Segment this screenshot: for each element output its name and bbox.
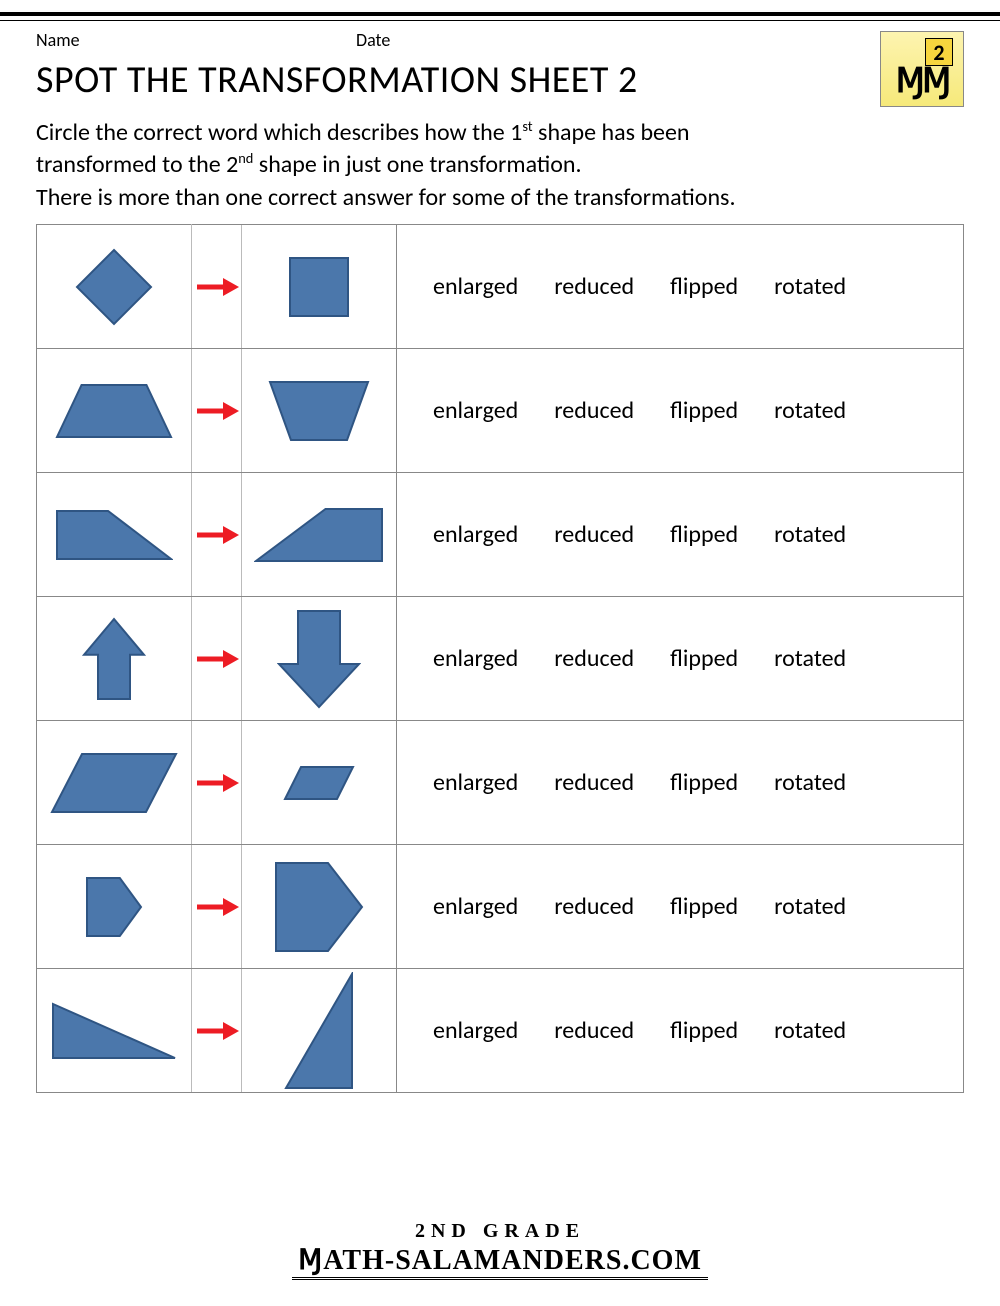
page-title: SPOT THE TRANSFORMATION SHEET 2 (36, 57, 638, 103)
instr-line1a: Circle the correct word which describes … (36, 118, 522, 147)
answer-option[interactable]: enlarged (433, 644, 518, 673)
table-row: enlarged reduced flipped rotated (37, 349, 964, 473)
answer-options: enlarged reduced flipped rotated (397, 597, 964, 721)
answer-options: enlarged reduced flipped rotated (397, 473, 964, 597)
arrow-icon (192, 721, 242, 845)
answer-options: enlarged reduced flipped rotated (397, 225, 964, 349)
answer-option[interactable]: rotated (774, 768, 846, 797)
shape-after (242, 969, 397, 1093)
table-row: enlarged reduced flipped rotated (37, 845, 964, 969)
answer-option[interactable]: enlarged (433, 768, 518, 797)
shape-after (242, 845, 397, 969)
instr-sup1: st (522, 117, 532, 135)
answer-option[interactable]: enlarged (433, 396, 518, 425)
instr-line1b: shape has been (533, 118, 690, 147)
footer-site-text: ATH-SALAMANDERS.COM (323, 1245, 702, 1276)
footer: 2ND GRADE ⱮATH-SALAMANDERS.COM (0, 1220, 1000, 1280)
answer-option[interactable]: reduced (554, 644, 634, 673)
logo-letters: ⱮⱮ (881, 61, 963, 102)
answer-option[interactable]: flipped (670, 768, 738, 797)
shape-after (242, 349, 397, 473)
answer-option[interactable]: reduced (554, 272, 634, 301)
shape-after (242, 721, 397, 845)
answer-option[interactable]: reduced (554, 520, 634, 549)
answer-option[interactable]: reduced (554, 892, 634, 921)
table-row: enlarged reduced flipped rotated (37, 597, 964, 721)
title-row: SPOT THE TRANSFORMATION SHEET 2 2 ⱮⱮ (36, 57, 964, 107)
table-row: enlarged reduced flipped rotated (37, 473, 964, 597)
arrow-icon (192, 349, 242, 473)
table-row: enlarged reduced flipped rotated (37, 969, 964, 1093)
answer-option[interactable]: enlarged (433, 892, 518, 921)
answer-option[interactable]: reduced (554, 1016, 634, 1045)
instr-line2b: shape in just one transformation. (253, 150, 581, 179)
footer-site: ⱮATH-SALAMANDERS.COM (292, 1243, 708, 1280)
name-label: Name (36, 29, 356, 51)
shape-before (37, 597, 192, 721)
answer-option[interactable]: rotated (774, 1016, 846, 1045)
answer-option[interactable]: rotated (774, 644, 846, 673)
worksheet-page: Name Date SPOT THE TRANSFORMATION SHEET … (0, 29, 1000, 1093)
answer-option[interactable]: rotated (774, 396, 846, 425)
answer-option[interactable]: rotated (774, 520, 846, 549)
answer-options: enlarged reduced flipped rotated (397, 845, 964, 969)
answer-option[interactable]: enlarged (433, 520, 518, 549)
shape-after (242, 225, 397, 349)
answer-option[interactable]: flipped (670, 1016, 738, 1045)
table-row: enlarged reduced flipped rotated (37, 225, 964, 349)
shape-after (242, 597, 397, 721)
instructions: Circle the correct word which describes … (36, 117, 964, 214)
answer-option[interactable]: reduced (554, 768, 634, 797)
header-row: Name Date (36, 29, 964, 51)
answer-option[interactable]: flipped (670, 272, 738, 301)
shape-before (37, 473, 192, 597)
shape-after (242, 473, 397, 597)
instr-line3: There is more than one correct answer fo… (36, 183, 736, 212)
answer-option[interactable]: flipped (670, 396, 738, 425)
shape-before (37, 349, 192, 473)
arrow-icon (192, 845, 242, 969)
transformation-table: enlarged reduced flipped rotated enlarged re… (36, 224, 964, 1093)
instr-line2a: transformed to the 2 (36, 150, 238, 179)
shape-before (37, 845, 192, 969)
answer-options: enlarged reduced flipped rotated (397, 721, 964, 845)
answer-option[interactable]: flipped (670, 520, 738, 549)
answer-option[interactable]: enlarged (433, 1016, 518, 1045)
arrow-icon (192, 969, 242, 1093)
date-label: Date (356, 29, 390, 51)
arrow-icon (192, 225, 242, 349)
answer-options: enlarged reduced flipped rotated (397, 349, 964, 473)
answer-option[interactable]: flipped (670, 644, 738, 673)
answer-option[interactable]: enlarged (433, 272, 518, 301)
top-rule (0, 12, 1000, 21)
grade-logo: 2 ⱮⱮ (880, 31, 964, 107)
footer-grade: 2ND GRADE (0, 1220, 1000, 1243)
answer-options: enlarged reduced flipped rotated (397, 969, 964, 1093)
answer-option[interactable]: reduced (554, 396, 634, 425)
shape-before (37, 225, 192, 349)
arrow-icon (192, 597, 242, 721)
shape-before (37, 721, 192, 845)
table-row: enlarged reduced flipped rotated (37, 721, 964, 845)
answer-option[interactable]: rotated (774, 272, 846, 301)
answer-option[interactable]: rotated (774, 892, 846, 921)
answer-option[interactable]: flipped (670, 892, 738, 921)
instr-sup2: nd (238, 149, 253, 167)
arrow-icon (192, 473, 242, 597)
shape-before (37, 969, 192, 1093)
